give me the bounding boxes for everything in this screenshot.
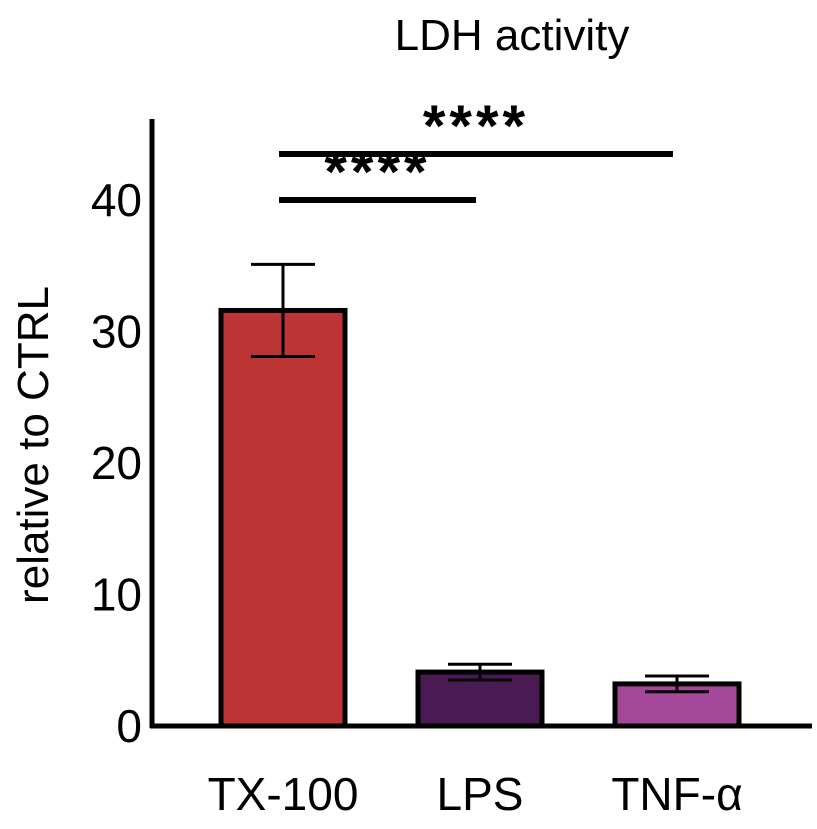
bar-0 (218, 307, 348, 729)
y-axis-label: relative to CTRL (9, 286, 58, 604)
error-bar-1 (448, 662, 512, 682)
y-tick-label-3: 30 (91, 306, 142, 358)
category-label-1: LPS (437, 768, 524, 820)
significance-label-0: **** (324, 140, 430, 205)
error-bar-0 (251, 262, 315, 358)
category-label-2: TNF-α (611, 768, 742, 820)
significance-label-1: **** (423, 94, 529, 159)
category-label-0: TX-100 (208, 768, 359, 820)
y-tick-label-0: 0 (116, 700, 142, 752)
y-tick-label-1: 10 (91, 569, 142, 621)
y-tick-label-4: 40 (91, 174, 142, 226)
y-tick-label-2: 20 (91, 437, 142, 489)
error-bar-2 (645, 674, 709, 694)
chart-title: LDH activity (395, 11, 630, 60)
